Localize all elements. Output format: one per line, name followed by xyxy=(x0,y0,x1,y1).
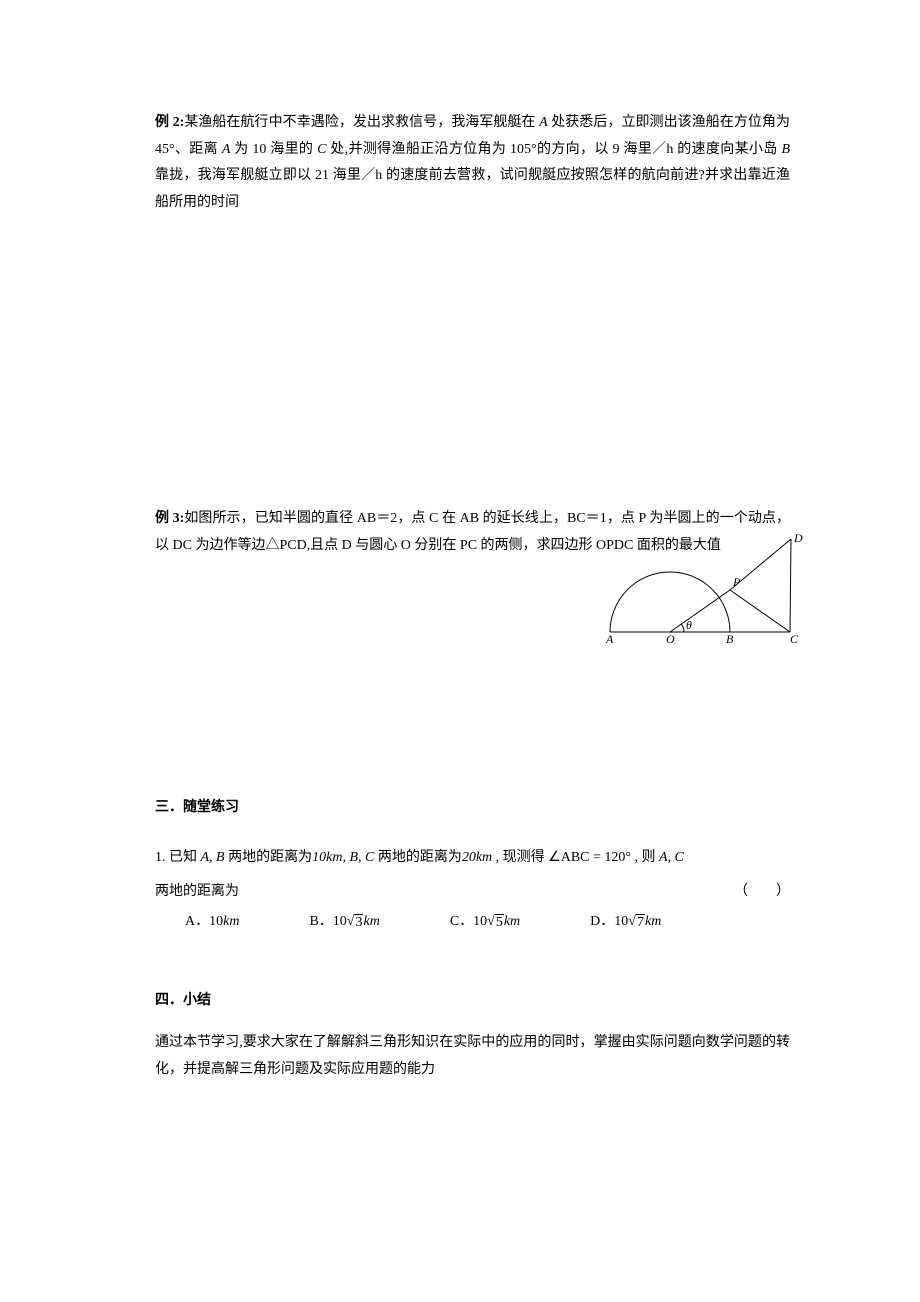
question-1-choices: A．10km B．10√3km C．10√5km D．10√7km xyxy=(155,910,790,930)
section-3-title: 三．随堂练习 xyxy=(155,795,790,822)
example-2: 例 2:某渔船在航行中不幸遇险，发出求救信号，我海军舰艇在 A 处获悉后，立即测… xyxy=(155,110,790,216)
choice-b: B．10√3km xyxy=(309,910,379,930)
section-4-title: 四．小结 xyxy=(155,988,790,1015)
section-4-text: 通过本节学习,要求大家在了解解斜三角形知识在实际中的应用的同时，掌握由实际问题向… xyxy=(155,1030,790,1083)
choice-a: A．10km xyxy=(185,910,239,930)
label-O: O xyxy=(666,632,675,644)
choice-c: C．10√5km xyxy=(450,910,520,930)
example-2-label: 例 2: xyxy=(155,115,184,130)
example-3-label: 例 3: xyxy=(155,511,184,526)
choice-d: D．10√7km xyxy=(590,910,661,930)
question-1: 1. 已知 A, B 两地的距离为10km, B, C 两地的距离为20km ,… xyxy=(155,845,790,872)
question-1-line2: 两地的距离为 （ ） xyxy=(155,880,790,900)
label-A: A xyxy=(605,632,614,644)
label-B: B xyxy=(726,632,734,644)
label-D: D xyxy=(793,532,803,545)
figure-semicircle: A O B C P D θ xyxy=(595,532,805,649)
label-P: P xyxy=(732,575,741,589)
label-theta: θ xyxy=(686,618,692,632)
label-C: C xyxy=(790,632,799,644)
answer-blank: （ ） xyxy=(734,880,790,900)
